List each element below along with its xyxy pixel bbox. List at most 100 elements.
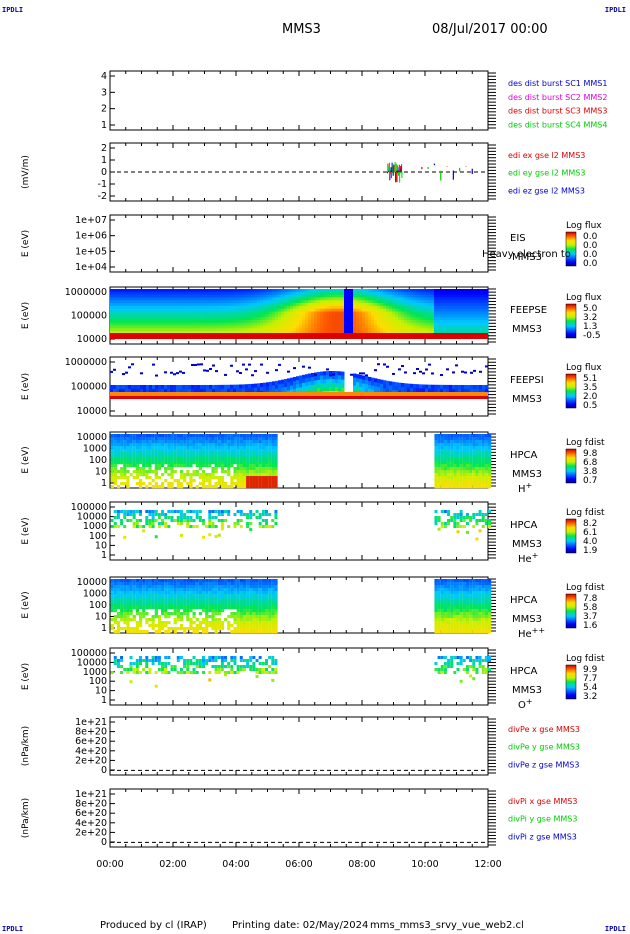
hpca-cell — [161, 624, 165, 628]
hpca-cell — [123, 437, 127, 441]
feepse-cell — [473, 319, 477, 324]
feepse-cell — [449, 322, 453, 327]
feepse-cell — [185, 308, 189, 313]
hpca-cell — [242, 476, 247, 480]
hpca-cell — [151, 594, 155, 598]
hpca-cell — [484, 449, 489, 453]
feepse-cell — [374, 289, 378, 293]
hpca-cell — [154, 446, 158, 450]
feepse-cell — [386, 291, 390, 296]
hpca-cell — [447, 513, 451, 516]
hpca-cell — [120, 434, 124, 438]
feepse-cell — [308, 328, 312, 332]
feepse-cell — [350, 314, 354, 318]
hpca-cell — [186, 482, 190, 486]
hpca-cell — [132, 579, 136, 583]
hpca-cell — [220, 461, 225, 465]
feepse-cell — [329, 319, 333, 324]
hpca-cell — [148, 513, 152, 516]
hpca-cell — [183, 446, 187, 450]
hpca-cell — [459, 479, 463, 483]
hpca-cell — [151, 588, 155, 592]
hpca-cell — [274, 449, 278, 453]
feepse-cell — [203, 294, 207, 299]
hpca-cell — [189, 473, 193, 477]
feepse-cell — [224, 289, 228, 293]
feepse-cell — [251, 322, 255, 327]
feepse-cell — [176, 297, 180, 301]
feepse-cell — [167, 314, 171, 318]
hpca-cell — [129, 627, 133, 631]
hpca-cell — [151, 624, 155, 628]
feepse-cell — [434, 294, 438, 299]
hpca-cell — [242, 513, 246, 516]
hpca-cell — [453, 449, 457, 453]
feepsi-cell — [179, 384, 183, 390]
hpca-cell — [261, 467, 266, 471]
hpca-cell — [167, 627, 171, 631]
hpca-cell — [462, 434, 466, 438]
instrument-label: FEEPSI — [510, 375, 544, 386]
hpca-cell — [465, 446, 470, 450]
feepsi-cell — [164, 384, 168, 390]
hpca-cell — [138, 579, 143, 583]
hpca-cell — [274, 434, 278, 438]
hpca-cell — [443, 467, 448, 471]
hpca-cell — [268, 470, 272, 474]
feepse-cell — [227, 328, 231, 332]
hpca-cell — [465, 437, 470, 441]
feepse-cell — [377, 303, 381, 307]
feepsi-noise — [209, 367, 212, 370]
feepsi-cell — [293, 384, 297, 390]
hpca-cell — [167, 443, 171, 447]
feepse-cell — [446, 294, 450, 299]
feepse-cell — [317, 325, 321, 329]
hpca-cell — [164, 612, 168, 616]
feepse-cell — [377, 311, 381, 315]
hpca-cell — [447, 473, 451, 477]
hpca-cell — [453, 476, 457, 480]
feepse-cell — [215, 314, 219, 318]
feepse-cell — [161, 328, 165, 332]
feepse-cell — [329, 314, 333, 318]
hpca-cell — [484, 479, 489, 483]
hpca-cell — [456, 440, 460, 444]
feepse-cell — [248, 322, 252, 327]
hpca-cell — [142, 579, 146, 583]
feepse-cell — [182, 289, 186, 293]
feepse-cell — [428, 325, 432, 329]
hpca-cell — [126, 600, 130, 604]
feepse-cell — [125, 297, 129, 301]
hpca-cell — [268, 455, 272, 459]
hpca-cell — [255, 446, 259, 450]
hpca-cell — [475, 458, 479, 462]
feepse-cell — [212, 331, 216, 335]
hpca-cell — [186, 434, 190, 438]
y-tick-label: 1 — [101, 155, 107, 166]
feepsi-cell — [395, 382, 399, 387]
feepse-cell — [137, 317, 141, 321]
feepse-cell — [353, 294, 357, 299]
feepse-cell — [293, 322, 297, 327]
hpca-cell — [129, 461, 133, 465]
feepse-cell — [179, 331, 183, 335]
feepse-cell — [185, 311, 189, 315]
feepse-cell — [443, 289, 447, 293]
hpca-cell — [249, 476, 253, 480]
feepse-cell — [485, 303, 489, 307]
feepse-cell — [419, 325, 423, 329]
feepse-cell — [455, 328, 459, 332]
hpca-cell — [249, 522, 253, 525]
feepse-cell — [218, 331, 222, 335]
feepse-cell — [449, 297, 453, 301]
feepse-cell — [314, 317, 318, 321]
feepse-cell — [125, 325, 129, 329]
feepse-cell — [200, 303, 204, 307]
y-tick-label: 1 — [101, 623, 107, 634]
feepse-cell — [275, 314, 279, 318]
hpca-cell — [230, 437, 234, 441]
hpca-cell — [176, 482, 180, 486]
feepse-cell — [365, 300, 369, 304]
feepse-cell — [476, 317, 480, 321]
hpca-cell — [142, 582, 146, 586]
